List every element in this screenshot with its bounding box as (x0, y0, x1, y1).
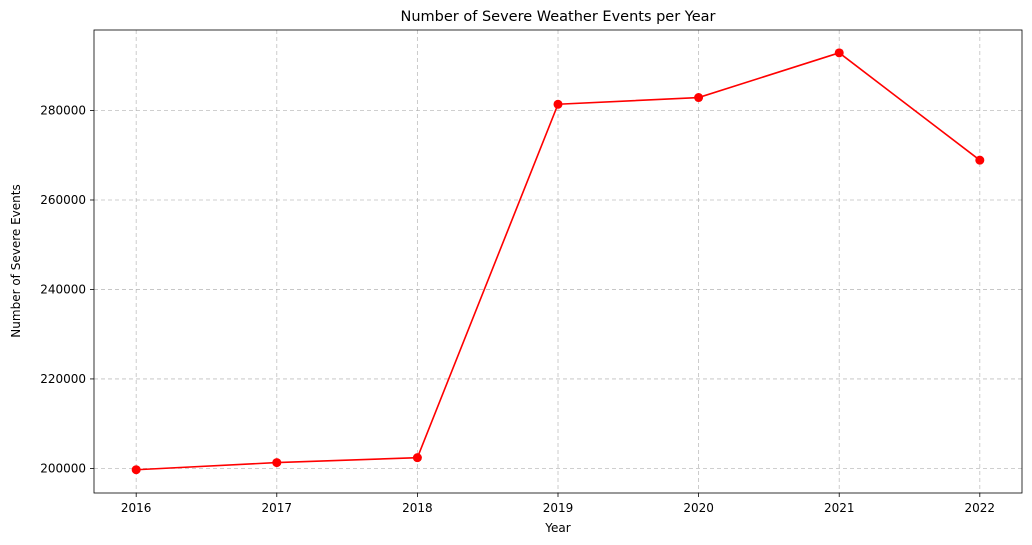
y-axis-label: Number of Severe Events (9, 184, 23, 337)
data-point (131, 465, 141, 475)
data-point (412, 453, 422, 463)
y-tick-label: 200000 (40, 461, 86, 475)
x-tick-label: 2016 (121, 501, 152, 515)
data-point (975, 155, 985, 165)
x-tick-label: 2021 (824, 501, 855, 515)
data-point (553, 99, 563, 109)
data-point (834, 48, 844, 58)
series-layer (131, 48, 985, 475)
data-point (272, 458, 282, 468)
x-axis-label: Year (544, 521, 570, 535)
x-tick-label: 2017 (262, 501, 293, 515)
x-tick-label: 2019 (543, 501, 574, 515)
grid (94, 30, 1022, 493)
x-axis: 2016 2017 2018 2019 2020 2021 2022 (121, 493, 995, 515)
y-tick-label: 280000 (40, 104, 86, 118)
x-tick-label: 2020 (683, 501, 714, 515)
y-tick-label: 220000 (40, 372, 86, 386)
y-tick-label: 260000 (40, 193, 86, 207)
chart-title: Number of Severe Weather Events per Year (401, 9, 716, 25)
x-tick-label: 2022 (965, 501, 996, 515)
y-axis: 200000 220000 240000 260000 280000 (40, 104, 94, 475)
x-tick-label: 2018 (402, 501, 433, 515)
y-tick-label: 240000 (40, 282, 86, 296)
data-point (694, 93, 704, 103)
